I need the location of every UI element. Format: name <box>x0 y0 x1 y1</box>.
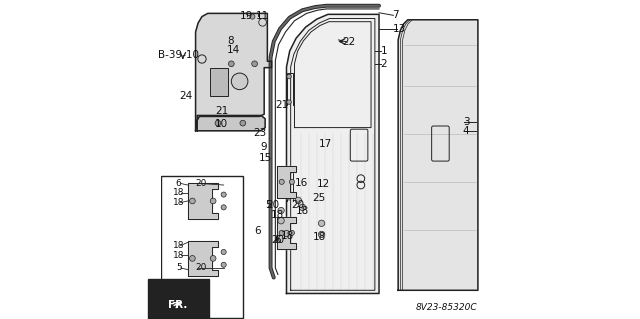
Text: 16: 16 <box>295 178 308 189</box>
Circle shape <box>319 231 324 238</box>
Circle shape <box>279 230 284 235</box>
Text: 17: 17 <box>319 139 332 149</box>
Circle shape <box>278 207 284 214</box>
Text: 15: 15 <box>259 153 273 163</box>
Text: 21: 21 <box>215 106 228 116</box>
Circle shape <box>278 218 284 224</box>
Circle shape <box>189 198 195 204</box>
Text: 18: 18 <box>313 232 326 242</box>
Text: 6: 6 <box>255 226 261 236</box>
Text: 18: 18 <box>281 231 294 241</box>
Text: 18: 18 <box>173 198 184 207</box>
Polygon shape <box>287 14 379 293</box>
Text: 18: 18 <box>173 251 184 260</box>
Text: 18: 18 <box>296 206 309 216</box>
Circle shape <box>287 100 291 104</box>
Circle shape <box>189 256 195 261</box>
Text: 22: 22 <box>343 37 356 47</box>
Circle shape <box>228 61 234 67</box>
Text: 24: 24 <box>179 91 192 101</box>
Text: B-39-10: B-39-10 <box>157 50 198 60</box>
Text: FR.: FR. <box>168 300 188 310</box>
Circle shape <box>252 61 257 67</box>
Circle shape <box>250 14 255 19</box>
Text: 5: 5 <box>266 200 272 210</box>
Circle shape <box>211 256 216 261</box>
Text: 14: 14 <box>227 45 240 56</box>
Text: 18: 18 <box>271 210 285 220</box>
Text: 6: 6 <box>176 179 182 188</box>
Circle shape <box>221 262 226 267</box>
Circle shape <box>221 249 226 255</box>
Text: 18: 18 <box>173 189 184 197</box>
Circle shape <box>231 73 248 90</box>
Text: 3: 3 <box>463 117 469 127</box>
Text: 7: 7 <box>392 10 398 20</box>
Text: 2: 2 <box>381 59 387 69</box>
Text: 10: 10 <box>215 119 228 130</box>
Text: 9: 9 <box>260 142 266 152</box>
Text: 8V23-85320C: 8V23-85320C <box>415 303 477 312</box>
Circle shape <box>295 197 301 204</box>
Text: 19: 19 <box>240 11 253 21</box>
Text: 23: 23 <box>253 128 266 138</box>
Polygon shape <box>188 241 218 276</box>
Bar <box>161 176 243 318</box>
Text: 18: 18 <box>173 241 184 250</box>
Text: 20: 20 <box>266 200 279 210</box>
Circle shape <box>221 205 226 210</box>
Polygon shape <box>197 115 265 131</box>
Text: 21: 21 <box>275 100 289 110</box>
Polygon shape <box>398 20 478 290</box>
Polygon shape <box>277 166 296 198</box>
Circle shape <box>279 179 284 184</box>
Text: 4: 4 <box>463 126 469 136</box>
Circle shape <box>287 170 291 174</box>
Text: 1: 1 <box>381 46 387 56</box>
Circle shape <box>287 74 291 79</box>
Text: 5: 5 <box>176 263 182 272</box>
Text: 6: 6 <box>275 235 281 245</box>
Text: 20: 20 <box>196 263 207 272</box>
Circle shape <box>319 220 324 226</box>
Circle shape <box>284 230 290 237</box>
Circle shape <box>221 192 226 197</box>
Polygon shape <box>196 13 271 131</box>
Text: 12: 12 <box>317 179 330 189</box>
Circle shape <box>289 179 294 184</box>
Polygon shape <box>188 183 218 219</box>
Text: 13: 13 <box>392 24 406 34</box>
Circle shape <box>287 196 291 200</box>
Polygon shape <box>277 217 296 249</box>
Text: 8: 8 <box>227 36 234 47</box>
Text: 25: 25 <box>312 193 325 204</box>
Circle shape <box>289 230 294 235</box>
Circle shape <box>215 120 221 126</box>
Bar <box>210 68 228 96</box>
Circle shape <box>300 204 306 211</box>
Circle shape <box>240 120 246 126</box>
Circle shape <box>211 198 216 204</box>
Text: 20: 20 <box>271 235 284 245</box>
Text: 11: 11 <box>255 11 269 21</box>
Text: 20: 20 <box>292 200 305 210</box>
Text: 20: 20 <box>196 179 207 188</box>
